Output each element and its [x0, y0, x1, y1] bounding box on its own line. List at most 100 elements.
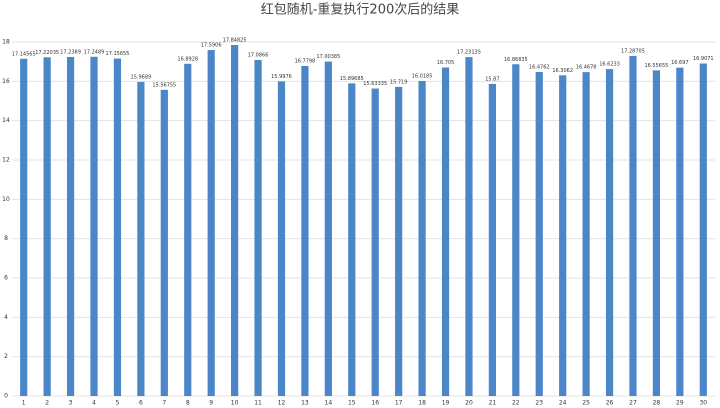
bar [582, 72, 590, 396]
y-tick-label: 0 [4, 393, 8, 400]
value-label: 17.22035 [35, 50, 59, 56]
x-tick-label: 25 [582, 400, 590, 407]
value-label: 15.9689 [131, 74, 152, 80]
value-label: 16.7798 [295, 58, 316, 64]
x-tick-label: 17 [395, 400, 403, 407]
x-tick-label: 8 [186, 400, 190, 407]
x-tick-label: 24 [559, 400, 567, 407]
bar [488, 83, 496, 396]
value-label: 16.6233 [599, 62, 620, 68]
x-tick-label: 26 [606, 400, 614, 407]
bar [371, 88, 379, 396]
value-label: 17.00385 [316, 54, 340, 60]
value-label: 16.4678 [576, 65, 597, 71]
bar [207, 50, 215, 396]
bar [184, 63, 192, 396]
value-label: 16.86835 [504, 57, 528, 63]
value-label: 17.2489 [84, 49, 105, 55]
value-label: 17.84825 [223, 37, 247, 43]
y-tick-label: 4 [4, 314, 8, 321]
value-label: 17.23135 [457, 50, 481, 56]
value-label: 16.705 [437, 60, 455, 66]
value-label: 16.4762 [529, 64, 550, 70]
y-tick-label: 14 [2, 117, 10, 124]
bar [301, 65, 309, 397]
value-label: 16.3062 [552, 68, 573, 74]
value-label: 17.5906 [201, 43, 222, 49]
bar [113, 58, 122, 396]
y-tick-label: 8 [4, 235, 8, 242]
bar [418, 80, 426, 397]
value-label: 15.87 [485, 76, 499, 82]
value-label: 17.2389 [60, 49, 81, 55]
bar [512, 64, 520, 396]
value-label: 15.9976 [271, 74, 292, 80]
bar [348, 83, 356, 397]
x-tick-label: 16 [371, 400, 379, 407]
x-tick-label: 12 [278, 400, 286, 407]
bar [20, 58, 28, 396]
bar [66, 56, 75, 397]
bar [465, 57, 473, 396]
x-tick-label: 18 [418, 400, 426, 407]
x-tick-label: 5 [116, 400, 120, 407]
bar [160, 89, 168, 396]
chart-title: 红包随机-重复执行200次后的结果 [261, 2, 460, 18]
bar [254, 59, 262, 396]
x-tick-label: 19 [442, 400, 450, 407]
bar [629, 56, 637, 396]
bar [535, 71, 543, 396]
x-tick-label: 6 [139, 400, 143, 407]
bar [441, 67, 450, 397]
y-tick-label: 12 [2, 157, 10, 164]
x-tick-label: 28 [653, 400, 661, 407]
x-tick-label: 14 [325, 400, 333, 407]
value-label: 17.0866 [248, 52, 269, 58]
y-tick-label: 18 [2, 39, 10, 46]
x-tick-label: 22 [512, 400, 520, 407]
x-tick-label: 2 [45, 400, 49, 407]
bar [90, 56, 98, 396]
value-label: 16.697 [671, 60, 689, 66]
bar [277, 81, 286, 397]
bar [605, 69, 614, 396]
value-label: 17.15655 [106, 51, 130, 57]
x-tick-label: 7 [162, 400, 166, 407]
value-label: 16.8928 [177, 56, 198, 62]
x-tick-label: 15 [348, 400, 356, 407]
bar [676, 67, 684, 396]
x-tick-label: 20 [465, 400, 473, 407]
y-tick-label: 6 [4, 275, 8, 282]
x-tick-label: 4 [92, 400, 96, 407]
value-label: 15.56755 [152, 82, 176, 88]
x-tick-label: 29 [676, 400, 684, 407]
x-tick-label: 1 [22, 400, 26, 407]
x-tick-label: 3 [69, 400, 73, 407]
bar [43, 57, 51, 396]
x-tick-label: 10 [231, 400, 239, 407]
y-tick-label: 10 [2, 196, 10, 203]
x-tick-label: 11 [254, 400, 262, 407]
value-label: 16.55655 [644, 63, 668, 69]
bar [699, 63, 707, 396]
value-label: 17.14565 [12, 51, 36, 57]
x-tick-label: 9 [209, 400, 213, 407]
bar [559, 75, 567, 396]
bar [652, 70, 661, 396]
value-label: 16.0185 [412, 73, 433, 79]
y-tick-label: 2 [4, 353, 8, 360]
bar [231, 44, 239, 397]
value-label: 16.9071 [693, 56, 714, 62]
x-tick-label: 30 [699, 400, 707, 407]
x-tick-label: 13 [301, 400, 309, 407]
x-tick-label: 23 [535, 400, 543, 407]
value-label: 15.719 [390, 79, 408, 85]
bar [395, 86, 403, 396]
value-label: 15.63335 [363, 81, 387, 87]
value-label: 17.28705 [621, 49, 645, 55]
x-tick-label: 27 [629, 400, 637, 407]
bar [137, 81, 145, 396]
y-tick-label: 16 [2, 78, 10, 85]
